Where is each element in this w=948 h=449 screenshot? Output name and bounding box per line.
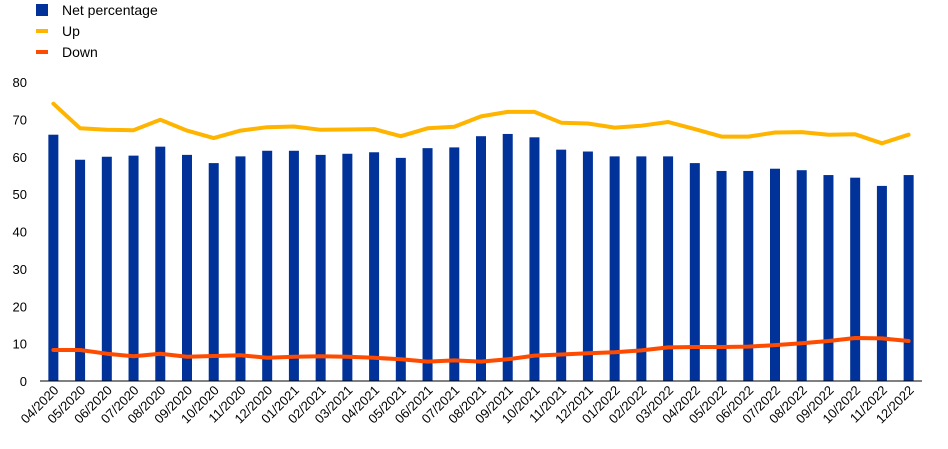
bar — [342, 153, 353, 381]
y-tick-label: 10 — [13, 337, 27, 352]
bar — [770, 168, 780, 381]
bar — [422, 148, 433, 381]
y-tick-label: 0 — [20, 374, 27, 389]
bar — [208, 163, 219, 381]
bar — [315, 154, 326, 381]
net-percentage-bars — [48, 133, 914, 381]
y-tick-label: 40 — [13, 225, 27, 240]
bar — [716, 170, 727, 381]
bar — [609, 156, 620, 381]
bar — [876, 185, 887, 381]
bar — [262, 150, 273, 381]
y-tick-label: 80 — [13, 75, 27, 90]
bar — [556, 149, 567, 381]
bar — [288, 150, 299, 381]
legend: Net percentage Up Down — [36, 2, 158, 60]
bar — [823, 175, 834, 381]
bar — [369, 152, 380, 381]
legend-swatch-line — [36, 29, 48, 33]
x-axis: 04/202005/202006/202007/202008/202009/20… — [18, 383, 917, 427]
bar — [128, 155, 139, 381]
y-tick-label: 30 — [13, 262, 27, 277]
bar — [48, 134, 59, 381]
y-tick-label: 20 — [13, 299, 27, 314]
bar — [502, 133, 513, 381]
bar — [182, 154, 192, 381]
legend-item: Down — [36, 44, 98, 60]
y-tick-label: 60 — [13, 150, 27, 165]
bar — [663, 156, 674, 381]
bar — [796, 170, 807, 381]
bar — [636, 156, 647, 381]
bar — [689, 163, 700, 381]
bar — [850, 177, 861, 381]
y-tick-label: 70 — [13, 112, 27, 127]
legend-swatch-line — [36, 50, 48, 54]
bar — [903, 175, 914, 381]
bar — [476, 136, 486, 381]
legend-label: Down — [62, 44, 98, 60]
y-tick-label: 50 — [13, 187, 27, 202]
legend-label: Net percentage — [62, 2, 158, 18]
bar — [155, 146, 166, 381]
legend-label: Up — [62, 23, 80, 39]
up-series-line — [51, 101, 911, 146]
down-series-line — [51, 336, 911, 364]
bar — [235, 156, 246, 381]
bar — [75, 159, 86, 381]
legend-swatch-bar — [36, 4, 48, 16]
bar — [743, 170, 754, 381]
bar — [529, 137, 540, 381]
bar — [449, 147, 460, 381]
bar — [582, 151, 593, 381]
legend-item: Up — [36, 23, 80, 39]
legend-item: Net percentage — [36, 2, 158, 18]
bar — [101, 156, 112, 381]
bar — [395, 157, 406, 381]
y-axis: 0 10 20 30 40 50 60 70 80 — [13, 75, 27, 389]
